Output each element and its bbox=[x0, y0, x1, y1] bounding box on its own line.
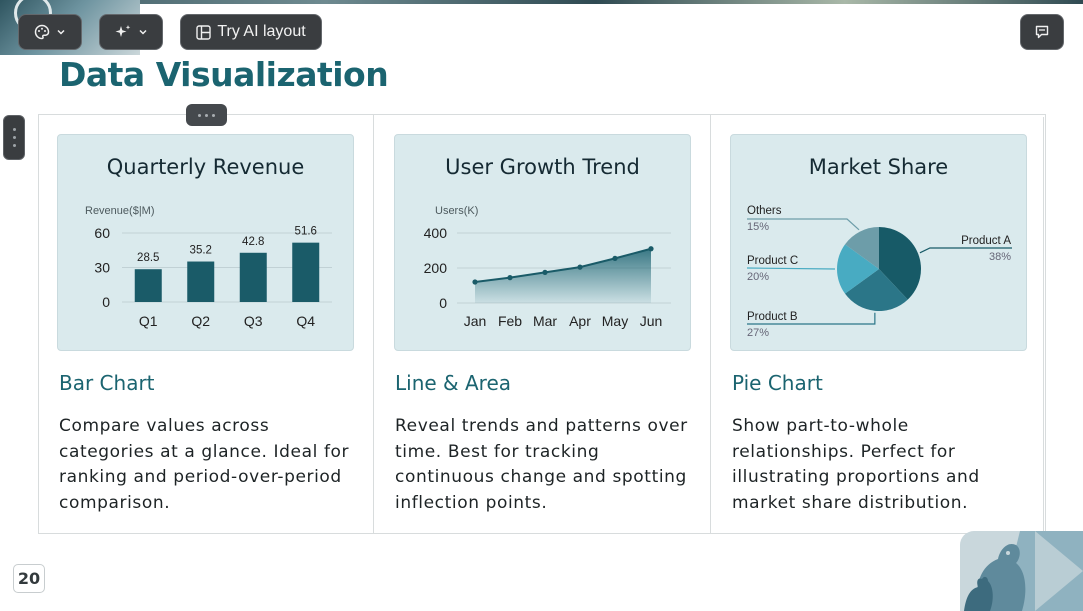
pie-chart-card: Market Share Product A 38% Product B 27% Pro… bbox=[730, 134, 1027, 351]
data-label: 42.8 bbox=[242, 236, 264, 248]
column-divider bbox=[710, 114, 711, 534]
drag-handle[interactable] bbox=[186, 104, 227, 126]
layout-icon bbox=[196, 24, 212, 40]
data-label: 28.5 bbox=[137, 252, 159, 264]
section-description: Show part-to-whole relationships. Perfec… bbox=[732, 416, 980, 513]
x-tick-label: Jun bbox=[640, 313, 663, 329]
x-tick-label: Q3 bbox=[244, 313, 263, 329]
section-heading: Line & Area bbox=[395, 371, 512, 395]
column-divider bbox=[373, 114, 374, 534]
data-label: 35.2 bbox=[190, 245, 212, 257]
chevron-down-icon bbox=[138, 27, 148, 37]
leader-line bbox=[747, 218, 860, 231]
y-tick-label: 30 bbox=[94, 260, 110, 276]
sparkle-icon bbox=[114, 24, 132, 40]
x-tick-label: Mar bbox=[533, 313, 557, 329]
frame-edge bbox=[1043, 117, 1044, 535]
background-strip bbox=[0, 0, 1083, 4]
series-line bbox=[474, 247, 652, 283]
pie-slice bbox=[845, 269, 908, 311]
bar-chart-card: Quarterly Revenue Revenue($|M) 0 30 60 28.5 Q… bbox=[57, 134, 354, 351]
y-axis-label: Revenue($|M) bbox=[85, 205, 155, 217]
legend-label: Others bbox=[747, 205, 782, 217]
pie-chart: Product A 38% Product B 27% Product C 20% Othe… bbox=[746, 205, 1012, 339]
percent-label: 20% bbox=[747, 271, 769, 283]
bar bbox=[187, 261, 215, 302]
leader-line bbox=[919, 247, 1012, 254]
x-tick-label: Feb bbox=[498, 313, 522, 329]
theme-palette-button[interactable] bbox=[18, 14, 82, 50]
page-number: 20 bbox=[13, 564, 45, 593]
x-tick-label: Jan bbox=[464, 313, 487, 329]
line-area-chart: Users(K) 0 200 400 Jan Feb Mar Apr May Jun bbox=[424, 205, 671, 329]
leader-line bbox=[747, 312, 876, 325]
pie-slice bbox=[837, 244, 879, 294]
bar bbox=[292, 242, 320, 302]
x-tick-label: Apr bbox=[569, 313, 591, 329]
pie-slice bbox=[845, 227, 879, 269]
area-fill bbox=[475, 248, 651, 303]
page-title: Data Visualization bbox=[59, 55, 389, 94]
data-point bbox=[612, 255, 618, 261]
x-tick-label: May bbox=[602, 313, 628, 329]
line-chart-card: User Growth Trend Users(K) 0 200 400 Jan Feb M… bbox=[394, 134, 691, 351]
data-point bbox=[577, 264, 583, 270]
y-tick-label: 0 bbox=[102, 294, 110, 310]
y-tick-label: 60 bbox=[94, 225, 110, 241]
y-tick-label: 400 bbox=[424, 225, 448, 241]
data-point bbox=[542, 269, 548, 275]
bar bbox=[239, 252, 267, 302]
decorative-pet-illustration bbox=[960, 531, 1083, 611]
section-description: Reveal trends and patterns over time. Be… bbox=[395, 416, 688, 513]
comment-icon bbox=[1034, 24, 1050, 40]
legend-label: Product A bbox=[961, 235, 1011, 247]
x-tick-label: Q4 bbox=[296, 313, 315, 329]
data-label: 51.6 bbox=[295, 226, 317, 238]
x-tick-label: Q2 bbox=[191, 313, 210, 329]
data-point bbox=[507, 275, 513, 281]
section-description: Compare values across categories at a gl… bbox=[59, 416, 350, 513]
magic-effects-button[interactable] bbox=[99, 14, 163, 50]
legend-label: Product C bbox=[747, 255, 798, 267]
percent-label: 38% bbox=[989, 251, 1011, 263]
bar-chart: Revenue($|M) 0 30 60 28.5 Q1 35.2 Q2 42.8 Q3 51.6 Q… bbox=[85, 205, 332, 329]
percent-label: 27% bbox=[747, 327, 769, 339]
chevron-down-icon bbox=[56, 27, 66, 37]
content-frame bbox=[38, 114, 1046, 534]
side-panel-handle[interactable] bbox=[3, 115, 25, 160]
x-tick-label: Q1 bbox=[139, 313, 158, 329]
leader-line bbox=[746, 267, 836, 270]
try-ai-layout-label: Try AI layout bbox=[217, 23, 306, 40]
data-point bbox=[648, 246, 654, 252]
try-ai-layout-button[interactable]: Try AI layout bbox=[180, 14, 322, 50]
y-tick-label: 0 bbox=[439, 295, 447, 311]
section-heading: Pie Chart bbox=[732, 371, 823, 395]
data-point bbox=[472, 279, 478, 285]
percent-label: 15% bbox=[747, 221, 769, 233]
pie-slice bbox=[879, 227, 921, 300]
y-axis-label: Users(K) bbox=[435, 205, 478, 217]
legend-label: Product B bbox=[747, 311, 798, 323]
chart-title: User Growth Trend bbox=[445, 155, 640, 179]
chart-title: Quarterly Revenue bbox=[106, 155, 305, 179]
y-tick-label: 200 bbox=[424, 260, 448, 276]
comment-button[interactable] bbox=[1020, 14, 1064, 50]
bar bbox=[134, 269, 162, 302]
palette-icon bbox=[34, 24, 50, 40]
chart-title: Market Share bbox=[808, 155, 949, 179]
section-heading: Bar Chart bbox=[59, 371, 155, 395]
